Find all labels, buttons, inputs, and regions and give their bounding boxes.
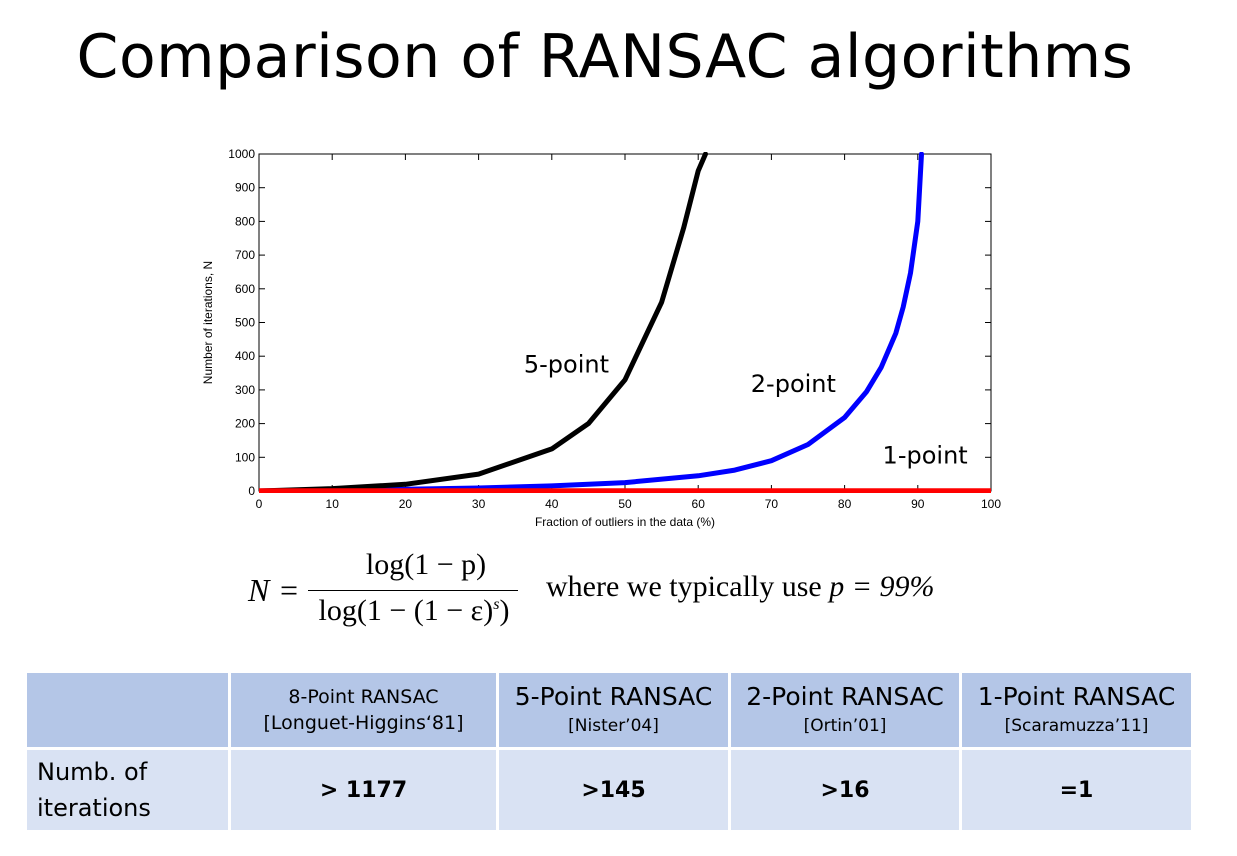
x-tick-label: 60 bbox=[692, 497, 706, 511]
series-label-5-point: 5-point bbox=[524, 351, 609, 379]
iterations-formula: N = log(1 − p) log(1 − (1 − ε)s) where w… bbox=[248, 548, 1008, 638]
formula-denominator: log(1 − (1 − ε)s) bbox=[304, 594, 524, 628]
table-header-empty bbox=[27, 673, 228, 747]
y-tick-label: 700 bbox=[235, 248, 255, 262]
x-tick-label: 0 bbox=[256, 497, 263, 511]
series-label-1-point: 1-point bbox=[883, 442, 968, 470]
formula-exponent: s bbox=[493, 596, 500, 613]
x-tick-label: 10 bbox=[326, 497, 340, 511]
y-tick-label: 100 bbox=[235, 450, 255, 464]
x-tick-label: 50 bbox=[618, 497, 632, 511]
alg-name: 5-Point RANSAC bbox=[514, 682, 713, 711]
iterations-value: >16 bbox=[820, 777, 870, 803]
row-label: Numb. of iterations bbox=[27, 750, 228, 830]
formula-numerator: log(1 − p) bbox=[365, 548, 487, 581]
y-axis-label: Number of iterations, N bbox=[201, 261, 215, 384]
iterations-value: >145 bbox=[581, 777, 646, 803]
formula-denominator-close: ) bbox=[499, 594, 510, 627]
y-tick-label: 300 bbox=[235, 383, 255, 397]
comparison-table: 8-Point RANSAC [Longuet-Higgins‘81] 5-Po… bbox=[24, 670, 1194, 833]
formula-denominator-text: log(1 − (1 − ε) bbox=[318, 594, 494, 627]
formula-where: where we typically use p = 99% bbox=[546, 570, 934, 604]
y-tick-label: 500 bbox=[235, 316, 255, 330]
chart-series bbox=[259, 152, 991, 493]
y-tick-label: 800 bbox=[235, 214, 255, 228]
x-tick-label: 20 bbox=[399, 497, 413, 511]
table-header-1point: 1-Point RANSAC [Scaramuzza’11] bbox=[962, 673, 1191, 747]
series-line-5-point bbox=[259, 152, 708, 493]
y-tick-label: 400 bbox=[235, 349, 255, 363]
value-1point: =1 bbox=[962, 750, 1191, 830]
y-tick-label: 900 bbox=[235, 181, 255, 195]
alg-name: 8-Point RANSAC bbox=[288, 686, 439, 708]
iterations-value: =1 bbox=[1059, 777, 1094, 803]
table-header-2point: 2-Point RANSAC [Ortin’01] bbox=[731, 673, 959, 747]
x-tick-label: 70 bbox=[765, 497, 779, 511]
alg-name: 1-Point RANSAC bbox=[977, 682, 1176, 711]
alg-ref: [Nister’04] bbox=[568, 716, 659, 736]
formula-where-text: where we typically use bbox=[546, 570, 830, 603]
y-tick-label: 1000 bbox=[228, 147, 255, 161]
x-tick-label: 80 bbox=[838, 497, 852, 511]
iterations-chart: 0 10 20 30 40 50 60 70 80 90 100010020030040050060… bbox=[201, 147, 1001, 529]
value-5point: >145 bbox=[499, 750, 728, 830]
y-tick-label: 200 bbox=[235, 417, 255, 431]
alg-ref: [Longuet-Higgins‘81] bbox=[263, 712, 464, 734]
table-header-5point: 5-Point RANSAC [Nister’04] bbox=[499, 673, 728, 747]
series-line-2-point bbox=[259, 152, 924, 493]
alg-ref: [Scaramuzza’11] bbox=[1004, 716, 1149, 736]
chart-axes: 0 10 20 30 40 50 60 70 80 90 100010020030040050060… bbox=[201, 147, 1001, 529]
x-tick-label: 100 bbox=[981, 497, 1001, 511]
chart-labels: 5-point 2-point 1-point bbox=[524, 351, 968, 470]
x-axis-label: Fraction of outliers in the data (%) bbox=[535, 515, 715, 529]
x-tick-label: 30 bbox=[472, 497, 486, 511]
iterations-value: > 1177 bbox=[319, 777, 408, 803]
table-header-row: 8-Point RANSAC [Longuet-Higgins‘81] 5-Po… bbox=[27, 673, 1191, 747]
plot-frame bbox=[258, 153, 992, 492]
formula-equals: = bbox=[280, 572, 299, 608]
value-8point: > 1177 bbox=[231, 750, 496, 830]
y-tick-label: 600 bbox=[235, 282, 255, 296]
formula-lhs: N bbox=[248, 572, 270, 608]
value-2point: >16 bbox=[731, 750, 959, 830]
alg-ref: [Ortin’01] bbox=[803, 716, 887, 736]
x-tick-label: 90 bbox=[911, 497, 925, 511]
x-tick-label: 40 bbox=[545, 497, 559, 511]
y-tick-label: 0 bbox=[248, 484, 255, 498]
series-label-2-point: 2-point bbox=[751, 370, 836, 398]
table-row: Numb. of iterations > 1177 >145 >16 =1 bbox=[27, 750, 1191, 830]
table-header-8point: 8-Point RANSAC [Longuet-Higgins‘81] bbox=[231, 673, 496, 747]
slide-title: Comparison of RANSAC algorithms bbox=[76, 22, 1134, 92]
formula-fraction-bar bbox=[308, 590, 518, 591]
alg-name: 2-Point RANSAC bbox=[746, 682, 944, 711]
formula-p-value: p = 99% bbox=[829, 570, 935, 603]
